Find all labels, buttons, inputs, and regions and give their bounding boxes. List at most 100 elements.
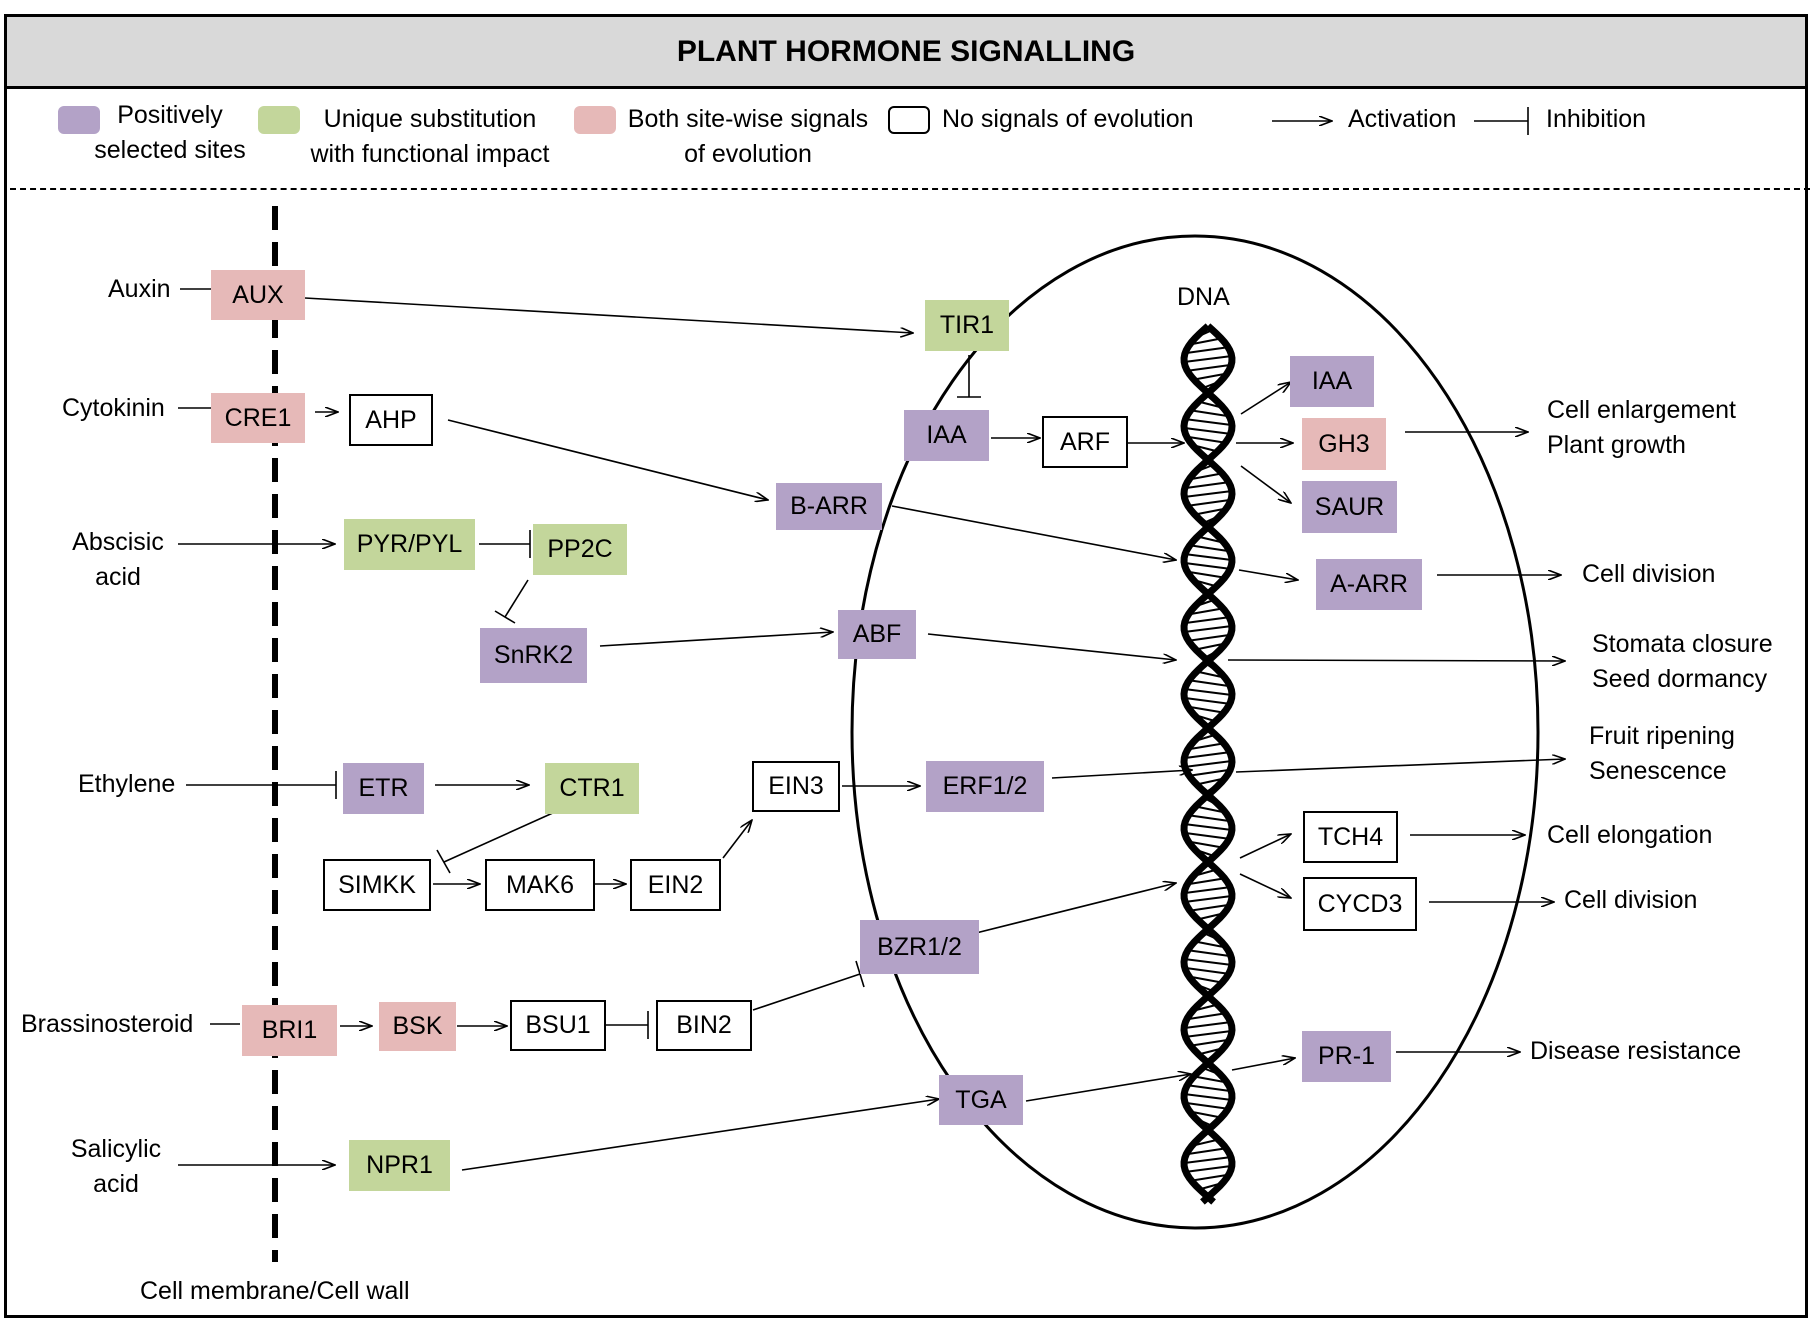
dna-rung xyxy=(1187,544,1229,552)
dna-rung xyxy=(1189,1174,1227,1182)
dna-rung xyxy=(1184,1156,1232,1164)
dna-rung xyxy=(1183,1093,1233,1101)
node-arf: ARF xyxy=(1042,416,1128,468)
legend-unique-line1: Unique substitution xyxy=(323,105,537,133)
dna-rung xyxy=(1184,697,1232,705)
dna-rung xyxy=(1184,751,1232,759)
dna-rung xyxy=(1184,760,1232,768)
legend-both-line2: of evolution xyxy=(684,140,812,168)
legend-swatch-none xyxy=(888,106,930,134)
dna-rung xyxy=(1184,1030,1232,1038)
legend-positive-line2: selected sites xyxy=(94,136,246,164)
node-pp2c: PP2C xyxy=(533,524,627,575)
node-ein3: EIN3 xyxy=(752,761,840,812)
outcome-plant-growth: Plant growth xyxy=(1547,431,1686,459)
node-iaa-target: IAA xyxy=(1290,356,1374,407)
outcome-cell-division-cycd3: Cell division xyxy=(1564,886,1698,914)
dna-rung xyxy=(1186,634,1230,642)
node-pr-1: PR-1 xyxy=(1302,1031,1391,1082)
dna-rung xyxy=(1186,1102,1230,1110)
hormone-auxin: Auxin xyxy=(108,275,171,303)
title-bar: PLANT HORMONE SIGNALLING xyxy=(4,14,1808,89)
dna-rung xyxy=(1184,553,1232,561)
dna-rung xyxy=(1185,364,1231,372)
outcome-disease-resistance: Disease resistance xyxy=(1530,1037,1742,1065)
dna-rung xyxy=(1185,967,1231,975)
node-bri1: BRI1 xyxy=(242,1005,337,1056)
dna-rung xyxy=(1184,427,1232,435)
dna-rung xyxy=(1186,346,1230,354)
dna-rung xyxy=(1186,949,1230,957)
node-abf: ABF xyxy=(838,610,916,659)
dna-rung xyxy=(1184,562,1232,570)
dna-strand-2 xyxy=(1180,323,1236,1205)
hormone-brassinosteroid: Brassinosteroid xyxy=(21,1010,194,1038)
node-bin2: BIN2 xyxy=(656,1000,752,1051)
node-snrk2: SnRK2 xyxy=(480,628,587,683)
dna-label: DNA xyxy=(1177,283,1230,311)
legend-swatch-positive xyxy=(58,106,100,134)
dna-rung xyxy=(1185,832,1231,840)
legend-activation: Activation xyxy=(1348,105,1457,133)
node-saur: SAUR xyxy=(1302,481,1397,533)
outcome-stomata-closure: Stomata closure xyxy=(1592,630,1773,658)
dna-rung xyxy=(1186,499,1230,507)
dna-rung xyxy=(1187,769,1229,777)
dna-rung xyxy=(1186,814,1230,822)
legend-none: No signals of evolution xyxy=(942,105,1194,133)
hormone-salicylic-line2: acid xyxy=(93,1170,139,1198)
dna-rung xyxy=(1185,616,1231,624)
dna-rung xyxy=(1185,481,1231,489)
dna-rung xyxy=(1184,1021,1232,1029)
hormone-abscisic-line1: Abscisic xyxy=(72,528,164,556)
legend-swatch-unique xyxy=(258,106,300,134)
legend-both-line1: Both site-wise signals xyxy=(627,105,869,133)
nucleus-ellipse xyxy=(850,234,1540,1230)
node-iaa-nucleus: IAA xyxy=(904,410,989,461)
dna-rung xyxy=(1184,886,1232,894)
node-pyr-pyl: PYR/PYL xyxy=(344,519,475,570)
outcome-cell-enlargement: Cell enlargement xyxy=(1547,396,1736,424)
node-ein2: EIN2 xyxy=(630,859,721,911)
dna-rung xyxy=(1184,688,1232,696)
diagram-title: PLANT HORMONE SIGNALLING xyxy=(676,34,1136,68)
legend-separator xyxy=(10,188,1810,190)
dna-rung xyxy=(1183,958,1233,966)
node-bzr1-2: BZR1/2 xyxy=(860,920,979,974)
outcome-senescence: Senescence xyxy=(1589,757,1727,785)
outcome-cell-division-a-arr: Cell division xyxy=(1582,560,1716,588)
hormone-abscisic-line2: acid xyxy=(95,563,141,591)
node-mak6: MAK6 xyxy=(485,859,595,911)
dna-rung xyxy=(1188,1039,1228,1047)
legend-positive: Positively selected sites xyxy=(80,98,260,168)
dna-rung xyxy=(1184,1165,1232,1173)
node-erf1-2: ERF1/2 xyxy=(926,761,1044,812)
node-cycd3: CYCD3 xyxy=(1303,877,1417,931)
node-cre1: CRE1 xyxy=(211,393,305,443)
legend-positive-line1: Positively xyxy=(117,101,223,129)
outcome-fruit-ripening: Fruit ripening xyxy=(1589,722,1735,750)
node-ctr1: CTR1 xyxy=(545,763,639,814)
dna-rung xyxy=(1183,355,1233,363)
node-bsk: BSK xyxy=(379,1002,456,1051)
legend-inhibition: Inhibition xyxy=(1546,105,1647,133)
membrane-label: Cell membrane/Cell wall xyxy=(140,1277,410,1305)
dna-rung xyxy=(1184,418,1232,426)
hormone-cytokinin: Cytokinin xyxy=(62,394,165,422)
node-ahp: AHP xyxy=(349,394,433,446)
outcome-cell-elongation: Cell elongation xyxy=(1547,821,1713,849)
hormone-salicylic-line1: Salicylic xyxy=(70,1135,162,1163)
outcome-seed-dormancy: Seed dormancy xyxy=(1592,665,1768,693)
node-gh3: GH3 xyxy=(1302,418,1386,470)
node-tch4: TCH4 xyxy=(1303,811,1398,863)
hormone-salicylic: Salicylic acid xyxy=(66,1132,166,1202)
dna-strand-1 xyxy=(1180,323,1236,1205)
node-tga: TGA xyxy=(939,1075,1023,1125)
dna-rung xyxy=(1188,436,1228,444)
legend-unique-line2: with functional impact xyxy=(310,140,550,168)
legend-swatch-both xyxy=(574,106,616,134)
dna-rung xyxy=(1183,490,1233,498)
dna-rung xyxy=(1183,823,1233,831)
dna-rung xyxy=(1189,571,1227,579)
